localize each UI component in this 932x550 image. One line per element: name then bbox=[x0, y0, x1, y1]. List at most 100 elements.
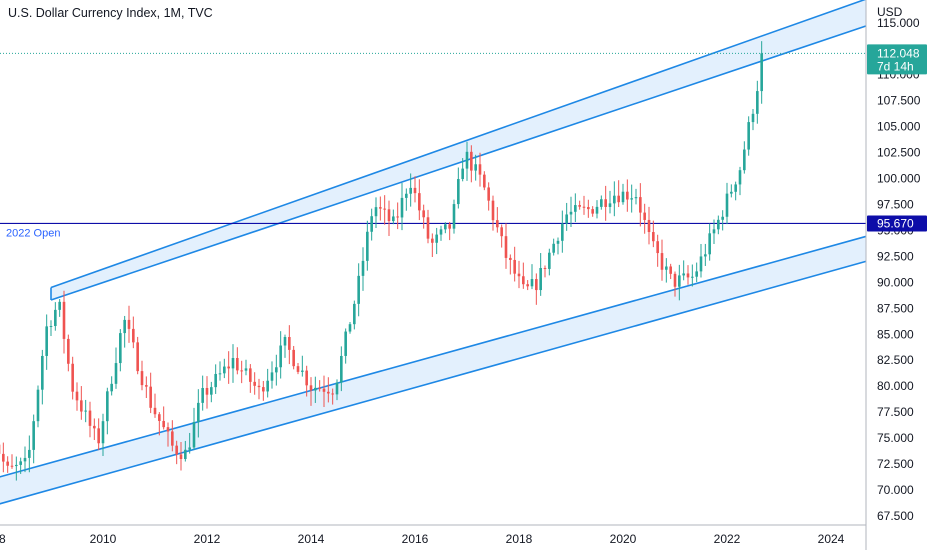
time-tick-label: 08 bbox=[0, 532, 6, 546]
candle-body bbox=[331, 393, 334, 395]
candle-body bbox=[23, 457, 27, 462]
candle-body bbox=[214, 373, 217, 388]
candle-body bbox=[617, 195, 620, 203]
time-tick-label: 2024 bbox=[818, 532, 845, 546]
candle-body bbox=[305, 370, 308, 386]
candle-body bbox=[58, 301, 61, 310]
candles-layer bbox=[0, 41, 763, 481]
candle-body bbox=[370, 216, 373, 232]
price-tick-label: 77.500 bbox=[877, 405, 914, 419]
candle-body bbox=[179, 454, 183, 460]
candle-body bbox=[396, 216, 399, 218]
price-tick-label: 82.500 bbox=[877, 353, 914, 367]
candle-body bbox=[244, 368, 248, 371]
candle-body bbox=[49, 326, 53, 328]
price-tick-label: 85.000 bbox=[877, 327, 914, 341]
candle-body bbox=[84, 410, 87, 412]
currency-label: USD bbox=[877, 5, 903, 19]
candle-body bbox=[491, 200, 495, 221]
candle-body bbox=[10, 465, 14, 467]
candle-body bbox=[249, 368, 252, 382]
candle-body bbox=[88, 410, 92, 426]
candle-body bbox=[158, 414, 161, 421]
upper-channel-fill bbox=[51, 0, 873, 300]
candle-body bbox=[500, 227, 503, 237]
candle-body bbox=[162, 420, 165, 428]
candle-body bbox=[708, 233, 711, 255]
time-tick-label: 2012 bbox=[194, 532, 221, 546]
year-open-label: 2022 Open bbox=[6, 227, 60, 239]
candle-body bbox=[357, 275, 360, 304]
candle-body bbox=[457, 179, 460, 205]
candle-body bbox=[119, 333, 122, 364]
candle-body bbox=[465, 151, 469, 169]
candle-body bbox=[409, 187, 412, 194]
candle-body bbox=[80, 400, 83, 412]
candle-body bbox=[28, 449, 31, 458]
candle-body bbox=[327, 391, 330, 394]
time-tick-label: 2018 bbox=[506, 532, 533, 546]
candle-body bbox=[75, 391, 79, 401]
candle-body bbox=[275, 367, 278, 373]
candle-body bbox=[335, 382, 339, 395]
candle-body bbox=[569, 211, 573, 215]
candle-body bbox=[348, 324, 352, 332]
candle-body bbox=[153, 407, 157, 415]
candle-body bbox=[626, 191, 629, 200]
candle-body bbox=[556, 240, 560, 244]
candle-body bbox=[448, 224, 451, 229]
price-tick-label: 67.500 bbox=[877, 509, 914, 523]
candle-body bbox=[621, 191, 625, 203]
candle-body bbox=[41, 355, 44, 390]
candle-body bbox=[578, 205, 581, 207]
candle-body bbox=[405, 193, 408, 198]
candle-body bbox=[101, 421, 105, 444]
candle-body bbox=[504, 236, 508, 258]
candle-body bbox=[496, 220, 499, 228]
candle-body bbox=[613, 195, 616, 204]
price-tick-label: 105.000 bbox=[877, 120, 921, 134]
candle-body bbox=[695, 271, 698, 277]
candle-body bbox=[366, 231, 369, 261]
candle-body bbox=[54, 309, 57, 327]
candle-body bbox=[478, 164, 482, 175]
candle-body bbox=[483, 174, 486, 188]
time-tick-label: 2014 bbox=[298, 532, 325, 546]
upper-channel-inner-line bbox=[50, 23, 873, 301]
candle-body bbox=[32, 421, 35, 450]
candle-body bbox=[106, 391, 109, 422]
candle-body bbox=[288, 337, 291, 350]
candle-body bbox=[19, 461, 22, 465]
candle-body bbox=[760, 53, 763, 92]
candle-body bbox=[132, 328, 135, 343]
candle-body bbox=[452, 204, 456, 229]
candle-body bbox=[218, 373, 222, 375]
candle-body bbox=[149, 386, 152, 408]
candle-body bbox=[344, 331, 347, 356]
candle-body bbox=[665, 266, 668, 270]
candle-body bbox=[188, 447, 191, 450]
candle-body bbox=[240, 370, 243, 372]
candle-body bbox=[383, 208, 386, 210]
candle-body bbox=[591, 209, 594, 214]
candle-body bbox=[751, 113, 755, 123]
channel-layer bbox=[0, 0, 873, 505]
candle-body bbox=[231, 358, 235, 369]
candle-body bbox=[123, 319, 126, 334]
candle-body bbox=[669, 266, 672, 274]
candle-body bbox=[656, 241, 659, 254]
candle-body bbox=[738, 170, 742, 185]
candle-body bbox=[205, 387, 209, 395]
candle-body bbox=[270, 372, 274, 381]
candle-body bbox=[97, 428, 100, 444]
candle-body bbox=[587, 207, 590, 210]
candle-body bbox=[435, 234, 438, 243]
candle-body bbox=[184, 449, 187, 460]
candle-body bbox=[582, 206, 586, 208]
candle-body bbox=[743, 149, 746, 171]
candle-body bbox=[643, 212, 646, 220]
price-tick-label: 80.000 bbox=[877, 379, 914, 393]
candle-body bbox=[192, 421, 196, 448]
candle-body bbox=[461, 168, 464, 180]
